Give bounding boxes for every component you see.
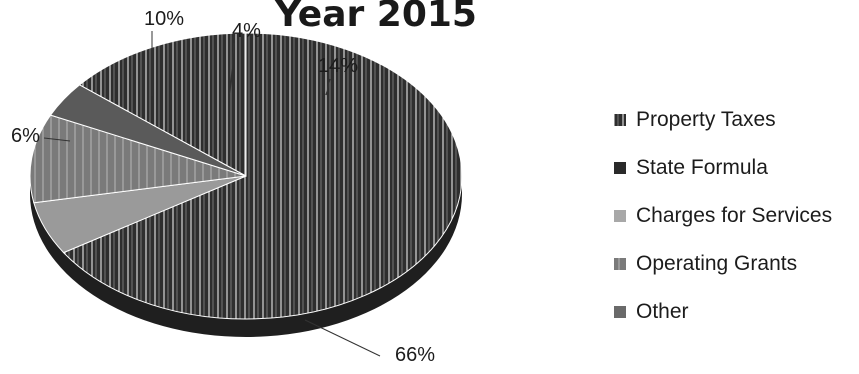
- legend-swatch-operating-grants: [614, 258, 626, 270]
- legend: Property Taxes State Formula Charges for S…: [614, 108, 832, 323]
- data-label-charges-for-services: 6%: [11, 125, 40, 147]
- slice-property-taxes: [62, 32, 463, 320]
- legend-swatch-property-taxes: [614, 114, 626, 126]
- data-labels: 66% 14% 6% 10% 4%: [11, 8, 435, 366]
- legend-label-operating-grants: Operating Grants: [636, 252, 797, 275]
- slice-state-formula: [78, 32, 247, 177]
- leader-line-charges-for-services: [43, 137, 71, 142]
- pie-slices: [29, 32, 463, 337]
- chart-title: Year 2015: [274, 0, 477, 35]
- leader-line-property-taxes: [304, 319, 381, 357]
- data-label-property-taxes: 66%: [395, 344, 435, 366]
- data-label-operating-grants: 10%: [144, 8, 184, 30]
- legend-label-state-formula: State Formula: [636, 156, 768, 179]
- leader-line-other: [229, 42, 235, 95]
- leader-line-state-formula: [325, 78, 331, 96]
- legend-swatch-charges-for-services: [614, 210, 626, 222]
- slice-operating-grants: [29, 114, 247, 204]
- legend-label-other: Other: [636, 300, 689, 323]
- legend-label-property-taxes: Property Taxes: [636, 108, 776, 131]
- legend-swatch-state-formula: [614, 162, 626, 174]
- data-label-state-formula: 14%: [318, 55, 358, 77]
- data-label-other: 4%: [232, 20, 261, 42]
- legend-label-charges-for-services: Charges for Services: [636, 204, 832, 227]
- legend-swatch-other: [614, 306, 626, 318]
